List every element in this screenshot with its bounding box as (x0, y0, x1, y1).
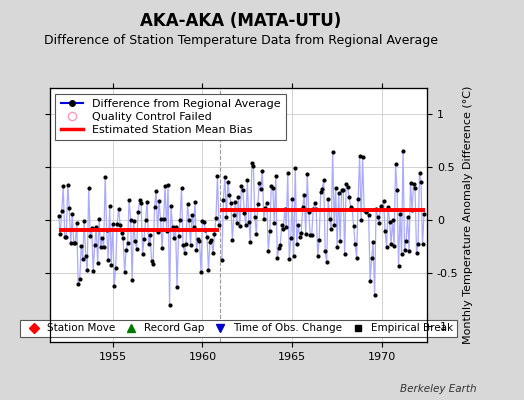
Y-axis label: Monthly Temperature Anomaly Difference (°C): Monthly Temperature Anomaly Difference (… (463, 86, 473, 344)
Text: Berkeley Earth: Berkeley Earth (400, 384, 477, 394)
Text: Difference of Station Temperature Data from Regional Average: Difference of Station Temperature Data f… (44, 34, 438, 47)
Legend: Station Move, Record Gap, Time of Obs. Change, Empirical Break: Station Move, Record Gap, Time of Obs. C… (20, 320, 456, 337)
Text: AKA-AKA (MATA-UTU): AKA-AKA (MATA-UTU) (140, 12, 342, 30)
